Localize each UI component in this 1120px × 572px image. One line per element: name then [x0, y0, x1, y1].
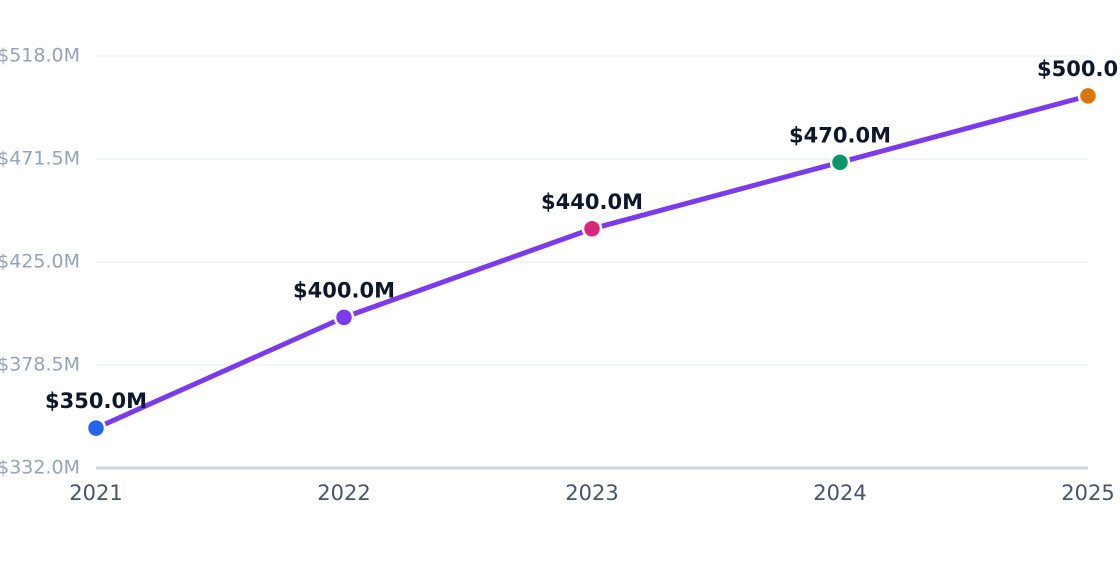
data-point — [85, 417, 107, 439]
point-layer — [85, 85, 1099, 439]
label-layer: $350.0M $400.0M $440.0M $470.0M $500.0M — [45, 57, 1120, 413]
axis-layer: $332.0M $378.5M $425.0M $471.5M $518.0M 2021 2… — [0, 45, 1115, 506]
y-tick-label: $378.5M — [0, 354, 80, 376]
data-point — [581, 218, 603, 240]
data-point — [1077, 85, 1099, 107]
y-tick-label: $425.0M — [0, 251, 80, 273]
data-label: $440.0M — [541, 190, 643, 214]
data-label: $350.0M — [45, 389, 147, 413]
x-tick-label: 2025 — [1061, 481, 1114, 505]
data-point — [829, 152, 851, 173]
y-tick-label: $471.5M — [0, 148, 80, 170]
x-tick-label: 2021 — [69, 481, 122, 505]
grid-layer — [96, 55, 1088, 366]
x-tick-label: 2024 — [813, 481, 866, 505]
data-point — [333, 307, 355, 328]
x-tick-label: 2023 — [565, 481, 618, 505]
x-tick-label: 2022 — [317, 481, 370, 505]
y-tick-label: $518.0M — [0, 45, 80, 67]
data-label: $400.0M — [293, 278, 395, 302]
data-label: $470.0M — [789, 123, 891, 147]
y-tick-label: $332.0M — [0, 457, 80, 479]
data-label: $500.0M — [1037, 57, 1120, 81]
